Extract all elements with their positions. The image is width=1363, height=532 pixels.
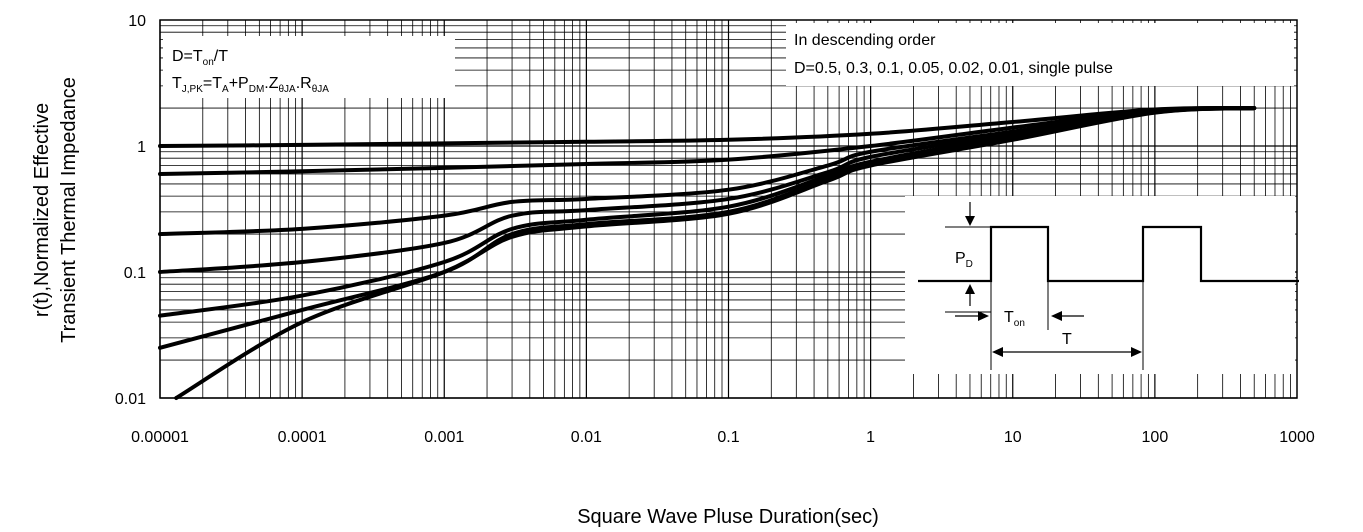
formula-line1-main: D=T <box>172 48 203 65</box>
legend-note-line1: In descending order <box>794 32 936 49</box>
x-tick-label: 0.0001 <box>278 429 327 446</box>
formula-line1-sub: on <box>203 57 214 68</box>
pulse-waveform-inset: PD Ton T <box>905 196 1299 374</box>
y-tick-label: 1 <box>137 139 146 156</box>
formula-text: +P <box>229 75 249 92</box>
formula-line1-tail: /T <box>214 48 228 65</box>
formula-box <box>163 36 455 98</box>
formula-subscript: θJA <box>279 84 297 95</box>
formula-line1: D=Ton/T <box>172 48 228 68</box>
ton-arrow-left-head <box>978 311 989 321</box>
pd-arrow-down-head <box>965 216 975 226</box>
formula-text: =T <box>203 75 222 92</box>
series-line-1 <box>158 105 1257 148</box>
y-axis-title: r(t),Normalized Effective Transient Ther… <box>31 77 80 343</box>
y-axis-title-line2: Transient Thermal Impedance <box>58 77 80 343</box>
y-tick-label: 10 <box>128 13 146 30</box>
x-tick-label: 1000 <box>1279 429 1315 446</box>
formula-text: .R <box>296 75 312 92</box>
t-arrow-left-head <box>992 347 1003 357</box>
ton-arrow-right-head <box>1051 311 1062 321</box>
legend-note-line2: D=0.5, 0.3, 0.1, 0.05, 0.02, 0.01, singl… <box>794 60 1113 77</box>
series-layer <box>158 105 1257 400</box>
x-tick-label: 100 <box>1142 429 1169 446</box>
x-tick-labels: 0.00001 0.0001 0.001 0.01 0.1 1 10 100 1000 <box>131 429 1315 446</box>
y-tick-label: 0.01 <box>115 391 146 408</box>
x-tick-label: 0.001 <box>424 429 464 446</box>
legend-note-box <box>786 23 1294 86</box>
formula-subscript: θJA <box>312 84 330 95</box>
y-tick-label: 0.1 <box>124 265 146 282</box>
formula-subscript: DM <box>249 84 265 95</box>
ton-label: Ton <box>1004 309 1025 329</box>
y-axis-title-line1: r(t),Normalized Effective <box>31 103 53 317</box>
formula-text: T <box>172 75 182 92</box>
x-tick-label: 0.00001 <box>131 429 189 446</box>
t-arrow-right-head <box>1131 347 1142 357</box>
x-tick-label: 1 <box>866 429 875 446</box>
y-tick-labels: 10 1 0.1 0.01 <box>115 13 146 408</box>
pd-label: PD <box>955 250 973 270</box>
formula-text: .Z <box>264 75 278 92</box>
pulse-waveform <box>918 225 1299 283</box>
x-tick-label: 0.1 <box>717 429 739 446</box>
inset-background <box>905 196 1295 374</box>
series-line-2 <box>158 106 1257 176</box>
x-axis-title: Square Wave Pluse Duration(sec) <box>577 506 879 528</box>
formula-line2: TJ,PK=TA+PDM.ZθJA.RθJA <box>172 75 329 95</box>
x-tick-label: 0.01 <box>571 429 602 446</box>
t-label: T <box>1062 331 1072 348</box>
formula-subscript: A <box>222 84 229 95</box>
plot-frame <box>159 19 1298 399</box>
formula-subscript: J,PK <box>182 84 203 95</box>
x-tick-label: 10 <box>1004 429 1022 446</box>
series-line-7 <box>174 106 1257 400</box>
pd-arrow-up-head <box>965 284 975 294</box>
